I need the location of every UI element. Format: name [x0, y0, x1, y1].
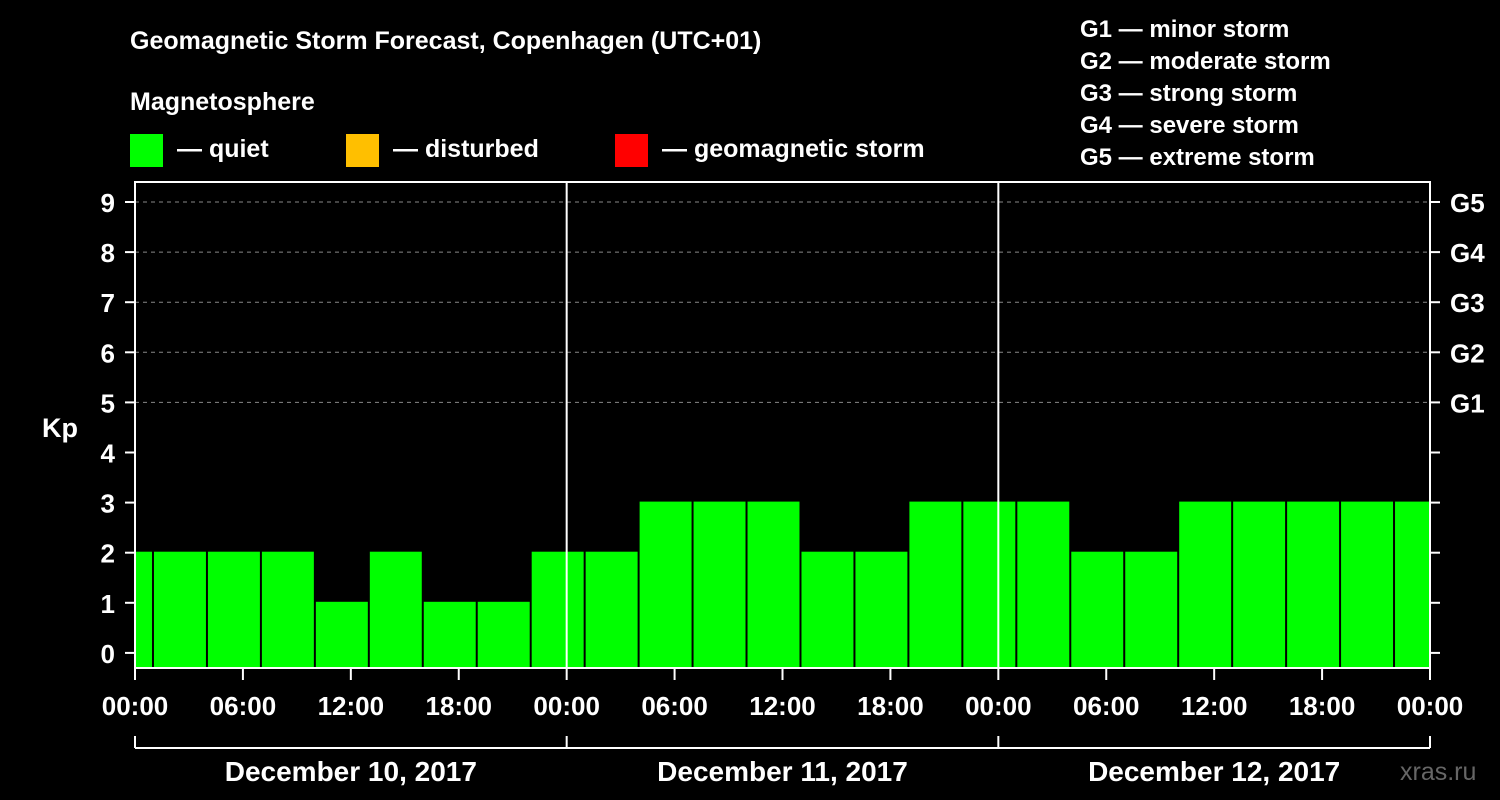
kp-bar — [639, 501, 692, 668]
g-scale-item: G1 — minor storm — [1080, 16, 1289, 43]
kp-bar — [315, 601, 368, 668]
kp-bar — [855, 551, 908, 668]
kp-bar — [1071, 551, 1124, 668]
y-tick-label: 6 — [101, 338, 115, 368]
kp-bar — [423, 601, 476, 668]
kp-bar — [963, 501, 1016, 668]
day-label: December 11, 2017 — [657, 756, 908, 787]
kp-bar — [136, 551, 152, 668]
kp-bar — [1017, 501, 1070, 668]
kp-bar — [207, 551, 260, 668]
x-tick-label: 18:00 — [857, 691, 924, 721]
kp-bar — [531, 551, 584, 668]
kp-bar — [1179, 501, 1232, 668]
y-tick-label: 9 — [101, 188, 115, 218]
chart-subtitle: Magnetosphere — [130, 88, 315, 116]
kp-bar — [153, 551, 206, 668]
x-tick-label: 18:00 — [426, 691, 493, 721]
kp-bar — [585, 551, 638, 668]
g-scale-item: G3 — strong storm — [1080, 80, 1297, 107]
g-scale-item: G2 — moderate storm — [1080, 48, 1331, 75]
g-scale-item: G5 — extreme storm — [1080, 144, 1315, 171]
legend-label-storm: — geomagnetic storm — [662, 135, 925, 163]
legend: — quiet — disturbed — geomagnetic storm — [130, 134, 925, 167]
day-labels: December 10, 2017 December 11, 2017 Decemb… — [225, 756, 1341, 787]
x-tick-label: 06:00 — [210, 691, 277, 721]
kp-bar — [1125, 551, 1178, 668]
legend-swatch-disturbed — [346, 134, 379, 167]
legend-label-quiet: — quiet — [177, 135, 269, 163]
x-tick-label: 12:00 — [318, 691, 385, 721]
kp-bar — [693, 501, 746, 668]
g-tick-label: G2 — [1450, 338, 1485, 368]
kp-bar — [1233, 501, 1286, 668]
y-tick-label: 4 — [101, 439, 116, 469]
y-tick-label: 7 — [101, 288, 115, 318]
g-tick-label: G1 — [1450, 388, 1485, 418]
kp-bar — [909, 501, 962, 668]
g-scale-item: G4 — severe storm — [1080, 112, 1299, 139]
x-tick-label: 06:00 — [641, 691, 708, 721]
kp-bar — [1287, 501, 1340, 668]
kp-bar — [1341, 501, 1394, 668]
y-tick-label: 5 — [101, 388, 115, 418]
y-tick-label: 2 — [101, 539, 115, 569]
watermark: xras.ru — [1400, 758, 1476, 786]
legend-swatch-quiet — [130, 134, 163, 167]
g-scale-legend: G1 — minor storm G2 — moderate storm G3 … — [1080, 16, 1331, 171]
kp-bar — [369, 551, 422, 668]
legend-label-disturbed: — disturbed — [393, 135, 539, 163]
bars — [136, 501, 1429, 668]
axes — [125, 181, 1440, 749]
x-tick-label: 18:00 — [1289, 691, 1356, 721]
chart-title: Geomagnetic Storm Forecast, Copenhagen (… — [130, 27, 761, 55]
x-tick-label: 00:00 — [1397, 691, 1464, 721]
kp-bar — [477, 601, 530, 668]
y-axis-label: Kp — [42, 413, 78, 443]
x-tick-label: 12:00 — [749, 691, 816, 721]
g-tick-label: G4 — [1450, 238, 1485, 268]
kp-bar — [801, 551, 854, 668]
x-tick-label: 12:00 — [1181, 691, 1248, 721]
legend-swatch-storm — [615, 134, 648, 167]
kp-bar — [747, 501, 800, 668]
x-tick-label: 00:00 — [533, 691, 600, 721]
kp-bar — [1395, 501, 1429, 668]
x-tick-label: 00:00 — [965, 691, 1032, 721]
x-tick-label: 06:00 — [1073, 691, 1140, 721]
g-tick-label: G3 — [1450, 288, 1485, 318]
y-tick-label: 0 — [101, 639, 115, 669]
y-tick-label: 8 — [101, 238, 115, 268]
grid-lines — [135, 201, 1430, 403]
tick-labels: 0 1 2 3 4 5 6 7 8 9 G1 G2 G3 G4 G5 00:00 06:00 12:00 18:00… — [101, 188, 1486, 721]
kp-bar — [261, 551, 314, 668]
y-tick-label: 3 — [101, 489, 115, 519]
day-label: December 12, 2017 — [1088, 756, 1340, 787]
g-tick-label: G5 — [1450, 188, 1485, 218]
day-label: December 10, 2017 — [225, 756, 477, 787]
y-tick-label: 1 — [101, 589, 115, 619]
x-tick-label: 00:00 — [102, 691, 169, 721]
